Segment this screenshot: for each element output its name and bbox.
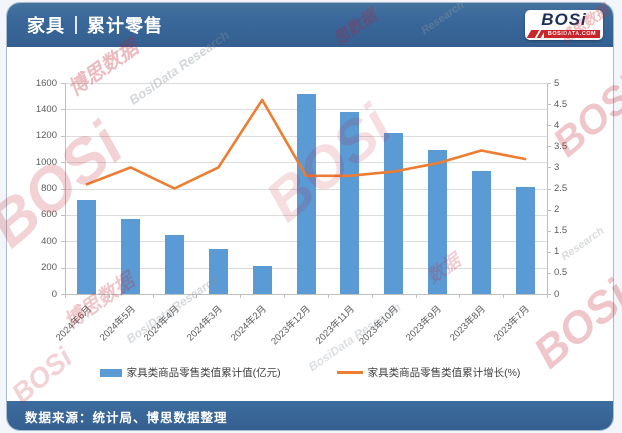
y-axis-label-right: 2.5 [554,183,568,194]
y-axis-tick-right [547,209,551,211]
y-axis-tick-left [61,188,65,190]
y-axis-label-left: 0 [51,288,57,300]
x-axis-tick [152,294,154,298]
legend-item-bar-series: 家具类商品零售类值累计值(亿元) [99,365,281,380]
y-axis-label-left: 1000 [35,156,57,168]
y-axis-tick-right [547,230,551,232]
x-axis-tick [65,294,66,298]
x-axis-tick [327,294,329,298]
y-axis-tick-right [547,125,551,127]
x-axis-tick [371,294,373,298]
y-axis-label-left: 1400 [35,103,57,115]
y-axis-label-right: 0.5 [554,267,568,279]
y-axis-tick-right [547,251,551,253]
legend-label-bar: 家具类商品零售类值累计值(亿元) [126,367,281,379]
page-title: 家具 累计零售 [27,12,163,38]
y-axis-label-left: 200 [41,262,57,274]
y-axis-tick-right [547,104,551,106]
y-axis-tick-left [61,109,65,111]
gridline [65,83,547,84]
y-axis-label-right: 1 [554,246,560,258]
data-source-text: 数据来源：统计局、博思数据整理 [25,411,228,425]
bar [384,133,404,294]
y-axis-label-right: 3 [554,161,560,173]
bar [121,219,141,294]
bosi-logo-text: BOSi [541,10,587,29]
header-bar: 家具 累计零售 BOSi BOSIDATA.COM [7,3,613,47]
combo-chart: 家具类商品零售类值累计值(亿元) 家具类商品零售类值累计增长(%) 0 200 40… [7,47,613,401]
y-axis-tick-right [547,83,551,84]
bar-swatch-icon [99,368,122,377]
bar [515,187,535,294]
y-axis-tick-left [61,294,65,295]
y-axis-label-left: 1200 [35,130,57,142]
title-divider [75,16,77,34]
x-axis-tick [196,294,198,298]
bar [340,112,360,294]
x-axis-tick [459,294,461,298]
y-axis-tick-left [61,135,65,137]
y-axis-tick-left [61,83,65,84]
y-axis-tick-left [61,214,65,216]
y-axis-label-right: 4.5 [554,98,568,110]
bosi-logo: BOSi BOSIDATA.COM [525,10,603,40]
y-axis-label-right: 2 [554,204,560,216]
title-category: 家具 [27,16,65,36]
bar [296,94,316,294]
bar [165,235,185,294]
y-axis-label-left: 400 [41,235,57,247]
title-metric: 累计零售 [87,16,163,36]
bar [77,199,97,294]
legend-item-line-series: 家具类商品零售类值累计增长(%) [336,365,521,380]
legend-label-line: 家具类商品零售类值累计增长(%) [367,367,521,379]
x-axis-line [65,294,547,295]
y-axis-label-left: 600 [41,209,57,221]
line-swatch-icon [336,371,363,374]
y-axis-line-left [65,83,66,294]
y-axis-tick-left [61,241,65,243]
footer-bar: 数据来源：统计局、博思数据整理 [7,401,613,430]
x-axis-tick [547,294,548,298]
y-axis-label-left: 800 [41,183,57,194]
bosi-logo-domain: BOSIDATA.COM [544,30,600,38]
bar [471,170,491,294]
y-axis-tick-right [547,294,551,295]
bar [427,150,447,294]
y-axis-tick-right [547,146,551,148]
x-axis-tick [284,294,286,298]
x-axis-tick [108,294,110,298]
y-axis-label-right: 4 [554,119,560,131]
y-axis-tick-right [547,272,551,274]
y-axis-line-right [547,83,548,294]
bar [252,265,272,294]
y-axis-tick-right [547,167,551,169]
chart-card: 家具 累计零售 BOSi BOSIDATA.COM 家具类商品零售类值累计值(亿… [6,2,614,431]
x-axis-tick [503,294,505,298]
x-axis-tick [415,294,417,298]
y-axis-label-right: 1.5 [554,225,568,237]
y-axis-label-right: 0 [554,288,560,300]
y-axis-label-right: 5 [554,77,560,89]
x-axis-tick [240,294,242,298]
y-axis-label-left: 1600 [35,77,57,89]
bar [208,249,228,294]
y-axis-tick-left [61,162,65,164]
y-axis-tick-right [547,188,551,190]
y-axis-tick-left [61,267,65,269]
y-axis-label-right: 3.5 [554,140,568,152]
chart-legend: 家具类商品零售类值累计值(亿元) 家具类商品零售类值累计增长(%) [7,365,613,380]
